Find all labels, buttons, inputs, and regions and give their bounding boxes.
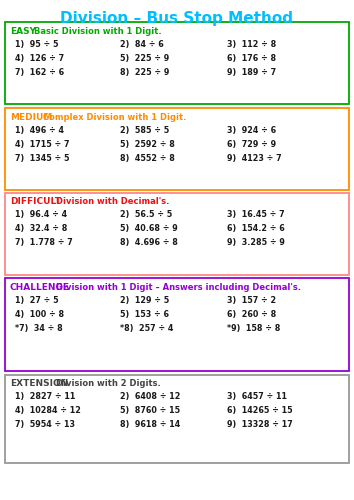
Text: 6)  176 ÷ 8: 6) 176 ÷ 8 [227,54,276,62]
Text: 1)  96.4 ÷ 4: 1) 96.4 ÷ 4 [15,210,67,220]
Text: 7)  162 ÷ 6: 7) 162 ÷ 6 [15,68,64,76]
Text: 1)  2827 ÷ 11: 1) 2827 ÷ 11 [15,392,75,402]
FancyBboxPatch shape [5,108,349,190]
Text: CHALLENGE: CHALLENGE [10,282,70,292]
Text: 9)  13328 ÷ 17: 9) 13328 ÷ 17 [227,420,293,430]
Text: Division with 1 Digit – Answers including Decimal's.: Division with 1 Digit – Answers includin… [57,282,302,292]
Text: Division with 2 Digits.: Division with 2 Digits. [57,380,161,388]
Text: 8)  4.696 ÷ 8: 8) 4.696 ÷ 8 [120,238,178,248]
Text: 9)  4123 ÷ 7: 9) 4123 ÷ 7 [227,154,282,162]
Text: 6)  154.2 ÷ 6: 6) 154.2 ÷ 6 [227,224,285,234]
Text: 1)  496 ÷ 4: 1) 496 ÷ 4 [15,126,64,134]
Text: 3)  924 ÷ 6: 3) 924 ÷ 6 [227,126,276,134]
FancyBboxPatch shape [5,375,349,463]
Text: 5)  225 ÷ 9: 5) 225 ÷ 9 [120,54,169,62]
Text: 8)  9618 ÷ 14: 8) 9618 ÷ 14 [120,420,180,430]
Text: 6)  260 ÷ 8: 6) 260 ÷ 8 [227,310,276,318]
Text: 2)  585 ÷ 5: 2) 585 ÷ 5 [120,126,169,134]
Text: MEDIUM: MEDIUM [10,112,52,122]
Text: 7)  1.778 ÷ 7: 7) 1.778 ÷ 7 [15,238,73,248]
Text: 5)  153 ÷ 6: 5) 153 ÷ 6 [120,310,169,318]
Text: 4)  1715 ÷ 7: 4) 1715 ÷ 7 [15,140,69,148]
Text: EXTENSION: EXTENSION [10,380,68,388]
FancyBboxPatch shape [5,193,349,275]
Text: 2)  129 ÷ 5: 2) 129 ÷ 5 [120,296,169,304]
Text: *7)  34 ÷ 8: *7) 34 ÷ 8 [15,324,63,332]
Text: 9)  3.285 ÷ 9: 9) 3.285 ÷ 9 [227,238,285,248]
Text: 4)  10284 ÷ 12: 4) 10284 ÷ 12 [15,406,81,416]
Text: 2)  56.5 ÷ 5: 2) 56.5 ÷ 5 [120,210,172,220]
Text: 9)  189 ÷ 7: 9) 189 ÷ 7 [227,68,276,76]
Text: 5)  40.68 ÷ 9: 5) 40.68 ÷ 9 [120,224,178,234]
Text: 4)  126 ÷ 7: 4) 126 ÷ 7 [15,54,64,62]
Text: 1)  95 ÷ 5: 1) 95 ÷ 5 [15,40,58,48]
Text: 8)  225 ÷ 9: 8) 225 ÷ 9 [120,68,169,76]
Text: Complex Division with 1 Digit.: Complex Division with 1 Digit. [43,112,186,122]
Text: 5)  2592 ÷ 8: 5) 2592 ÷ 8 [120,140,175,148]
Text: *9)  158 ÷ 8: *9) 158 ÷ 8 [227,324,280,332]
Text: 1)  27 ÷ 5: 1) 27 ÷ 5 [15,296,59,304]
Text: 8)  4552 ÷ 8: 8) 4552 ÷ 8 [120,154,175,162]
Text: Division – Bus Stop Method: Division – Bus Stop Method [61,11,293,26]
Text: 5)  8760 ÷ 15: 5) 8760 ÷ 15 [120,406,180,416]
Text: Division with Decimal's.: Division with Decimal's. [57,198,170,206]
Text: 4)  100 ÷ 8: 4) 100 ÷ 8 [15,310,64,318]
Text: 2)  6408 ÷ 12: 2) 6408 ÷ 12 [120,392,181,402]
Text: 7)  1345 ÷ 5: 7) 1345 ÷ 5 [15,154,69,162]
Text: 6)  14265 ÷ 15: 6) 14265 ÷ 15 [227,406,293,416]
Text: 3)  16.45 ÷ 7: 3) 16.45 ÷ 7 [227,210,285,220]
Text: EASY: EASY [10,26,36,36]
Text: 3)  6457 ÷ 11: 3) 6457 ÷ 11 [227,392,287,402]
Text: Basic Division with 1 Digit.: Basic Division with 1 Digit. [34,26,162,36]
Text: 7)  5954 ÷ 13: 7) 5954 ÷ 13 [15,420,75,430]
Text: 6)  729 ÷ 9: 6) 729 ÷ 9 [227,140,276,148]
Text: 3)  112 ÷ 8: 3) 112 ÷ 8 [227,40,276,48]
Text: DIFFICULT: DIFFICULT [10,198,61,206]
Text: 3)  157 ÷ 2: 3) 157 ÷ 2 [227,296,276,304]
Text: *8)  257 ÷ 4: *8) 257 ÷ 4 [120,324,173,332]
Text: 4)  32.4 ÷ 8: 4) 32.4 ÷ 8 [15,224,67,234]
FancyBboxPatch shape [5,278,349,371]
FancyBboxPatch shape [5,22,349,104]
Text: 2)  84 ÷ 6: 2) 84 ÷ 6 [120,40,164,48]
